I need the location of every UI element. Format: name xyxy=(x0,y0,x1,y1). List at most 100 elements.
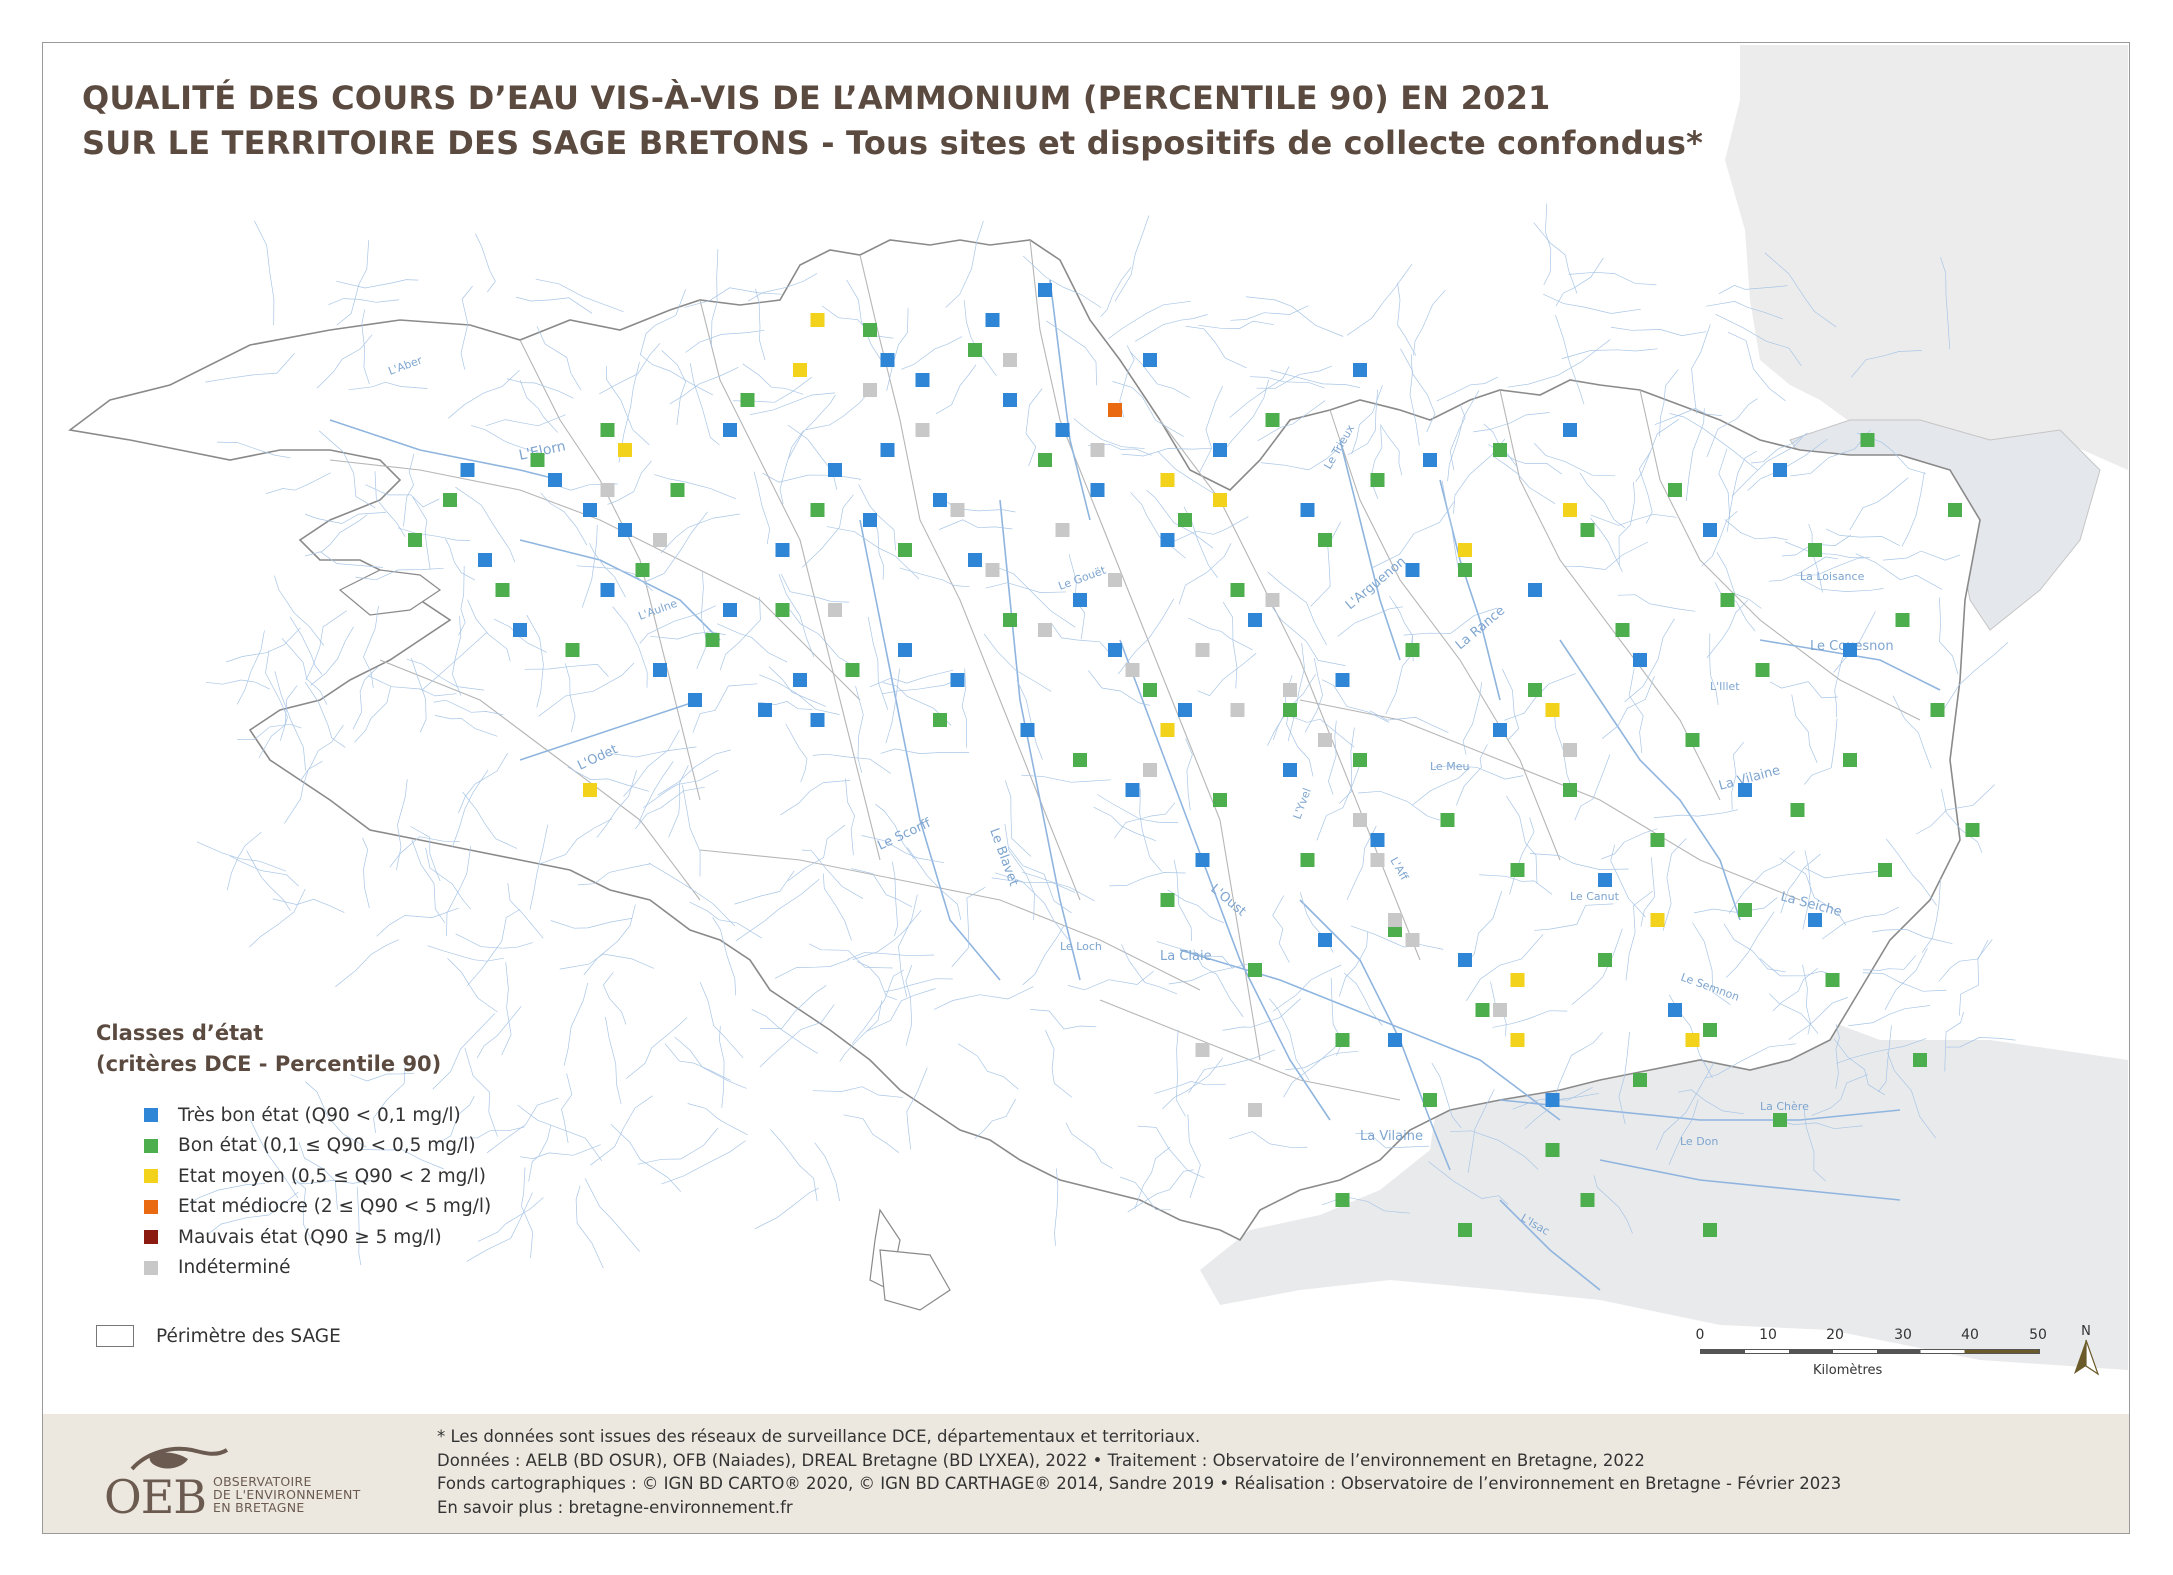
station-bon[interactable] xyxy=(1230,583,1245,597)
station-moyen[interactable] xyxy=(1545,703,1560,717)
station-bon[interactable] xyxy=(933,713,947,727)
station-indetermine[interactable] xyxy=(1493,1003,1507,1017)
station-tres-bon[interactable] xyxy=(548,473,562,487)
station-moyen[interactable] xyxy=(793,363,807,377)
station-tres-bon[interactable] xyxy=(513,623,527,637)
station-bon[interactable] xyxy=(845,663,860,677)
station-bon[interactable] xyxy=(1790,803,1805,817)
station-bon[interactable] xyxy=(1335,1193,1350,1207)
station-tres-bon[interactable] xyxy=(1773,463,1787,477)
station-tres-bon[interactable] xyxy=(1038,283,1052,297)
station-bon[interactable] xyxy=(1685,733,1700,747)
station-moyen[interactable] xyxy=(1213,493,1227,507)
station-tres-bon[interactable] xyxy=(1143,353,1157,367)
station-tres-bon[interactable] xyxy=(1213,443,1227,457)
station-indetermine[interactable] xyxy=(863,383,877,397)
station-tres-bon[interactable] xyxy=(1843,643,1857,657)
station-bon[interactable] xyxy=(1213,793,1227,807)
station-tres-bon[interactable] xyxy=(828,463,842,477)
station-bon[interactable] xyxy=(495,583,510,597)
station-bon[interactable] xyxy=(1860,433,1875,447)
station-bon[interactable] xyxy=(1073,753,1087,767)
station-bon[interactable] xyxy=(968,343,982,357)
station-bon[interactable] xyxy=(1948,503,1962,517)
station-tres-bon[interactable] xyxy=(618,523,632,537)
station-bon[interactable] xyxy=(1335,1033,1350,1047)
station-bon[interactable] xyxy=(1720,593,1735,607)
station-indetermine[interactable] xyxy=(1248,1103,1262,1117)
station-bon[interactable] xyxy=(1038,453,1052,467)
station-indetermine[interactable] xyxy=(653,533,667,547)
station-tres-bon[interactable] xyxy=(1300,503,1315,517)
station-indetermine[interactable] xyxy=(1283,683,1297,697)
station-tres-bon[interactable] xyxy=(1318,933,1332,947)
station-indetermine[interactable] xyxy=(1125,663,1140,677)
station-tres-bon[interactable] xyxy=(933,493,947,507)
station-tres-bon[interactable] xyxy=(898,643,912,657)
station-bon[interactable] xyxy=(1143,683,1157,697)
station-moyen[interactable] xyxy=(1563,503,1577,517)
station-tres-bon[interactable] xyxy=(793,673,807,687)
station-tres-bon[interactable] xyxy=(880,353,895,367)
station-tres-bon[interactable] xyxy=(723,423,737,437)
station-tres-bon[interactable] xyxy=(1195,853,1210,867)
legend-sage-perimeter[interactable]: Périmètre des SAGE xyxy=(96,1325,341,1347)
station-bon[interactable] xyxy=(1528,683,1542,697)
station-bon[interactable] xyxy=(1668,483,1682,497)
station-indetermine[interactable] xyxy=(1388,913,1402,927)
station-bon[interactable] xyxy=(1965,823,1980,837)
station-bon[interactable] xyxy=(1843,753,1857,767)
station-tres-bon[interactable] xyxy=(1808,913,1822,927)
station-indetermine[interactable] xyxy=(1038,623,1052,637)
station-tres-bon[interactable] xyxy=(1055,423,1070,437)
station-bon[interactable] xyxy=(1248,963,1262,977)
station-bon[interactable] xyxy=(1160,893,1175,907)
station-bon[interactable] xyxy=(740,393,755,407)
station-moyen[interactable] xyxy=(1685,1033,1700,1047)
station-indetermine[interactable] xyxy=(1195,643,1210,657)
station-tres-bon[interactable] xyxy=(1090,483,1105,497)
station-moyen[interactable] xyxy=(810,313,825,327)
station-bon[interactable] xyxy=(1283,703,1297,717)
station-tres-bon[interactable] xyxy=(985,313,1000,327)
station-tres-bon[interactable] xyxy=(863,513,877,527)
station-tres-bon[interactable] xyxy=(915,373,930,387)
station-bon[interactable] xyxy=(443,493,457,507)
station-bon[interactable] xyxy=(1458,1223,1472,1237)
station-tres-bon[interactable] xyxy=(688,693,702,707)
station-tres-bon[interactable] xyxy=(880,443,895,457)
station-tres-bon[interactable] xyxy=(1493,723,1507,737)
station-tres-bon[interactable] xyxy=(1178,703,1192,717)
station-tres-bon[interactable] xyxy=(758,703,772,717)
station-bon[interactable] xyxy=(600,423,615,437)
station-bon[interactable] xyxy=(1440,813,1455,827)
station-tres-bon[interactable] xyxy=(1598,873,1612,887)
station-bon[interactable] xyxy=(1913,1053,1927,1067)
station-bon[interactable] xyxy=(1633,1073,1647,1087)
station-tres-bon[interactable] xyxy=(1703,523,1717,537)
station-tres-bon[interactable] xyxy=(1283,763,1297,777)
station-bon[interactable] xyxy=(1405,643,1420,657)
station-bon[interactable] xyxy=(1738,903,1752,917)
station-indetermine[interactable] xyxy=(1003,353,1017,367)
station-tres-bon[interactable] xyxy=(1160,533,1175,547)
station-indetermine[interactable] xyxy=(950,503,965,517)
station-tres-bon[interactable] xyxy=(1668,1003,1682,1017)
station-indetermine[interactable] xyxy=(1265,593,1280,607)
station-indetermine[interactable] xyxy=(1353,813,1367,827)
station-tres-bon[interactable] xyxy=(600,583,615,597)
station-indetermine[interactable] xyxy=(1055,523,1070,537)
station-bon[interactable] xyxy=(1755,663,1770,677)
station-moyen[interactable] xyxy=(1458,543,1472,557)
station-indetermine[interactable] xyxy=(1405,933,1420,947)
station-bon[interactable] xyxy=(530,453,545,467)
station-bon[interactable] xyxy=(408,533,422,547)
station-indetermine[interactable] xyxy=(1230,703,1245,717)
station-indetermine[interactable] xyxy=(1090,443,1105,457)
station-bon[interactable] xyxy=(1353,753,1367,767)
station-indetermine[interactable] xyxy=(1370,853,1385,867)
station-indetermine[interactable] xyxy=(600,483,615,497)
station-tres-bon[interactable] xyxy=(723,603,737,617)
station-tres-bon[interactable] xyxy=(460,463,475,477)
